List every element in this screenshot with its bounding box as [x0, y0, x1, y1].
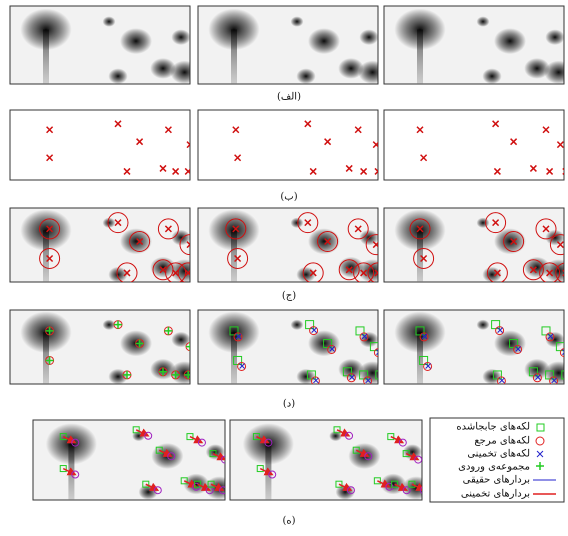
caption: (د) [283, 399, 295, 410]
spot [477, 320, 490, 330]
panel [384, 6, 568, 107]
spot [477, 218, 490, 228]
panel [10, 110, 193, 180]
panel [10, 6, 199, 107]
legend-label: لکه‌های مرجع [474, 436, 530, 447]
spot [208, 311, 259, 353]
panel-bg [384, 110, 564, 180]
spot [358, 61, 387, 84]
spot [296, 68, 315, 84]
panel [33, 420, 234, 524]
spot [103, 16, 116, 26]
panel [10, 310, 199, 406]
caption: (الف) [277, 92, 301, 103]
spot [402, 476, 431, 499]
spot [208, 9, 259, 51]
spot [545, 29, 564, 45]
panel [10, 208, 200, 304]
spot [494, 28, 526, 54]
legend-label: بردارهای تخمینی [461, 489, 530, 500]
legend-label: مجموعه‌ی ورودی [458, 462, 530, 473]
spot [170, 61, 199, 84]
spot [243, 423, 294, 465]
panel [198, 110, 381, 180]
spot [120, 28, 152, 54]
spot [291, 218, 304, 228]
caption: (ج) [282, 291, 296, 302]
panel [384, 110, 568, 180]
spot [482, 68, 501, 84]
spot [171, 332, 190, 348]
spot [46, 423, 97, 465]
spot [358, 361, 387, 384]
spot [103, 320, 116, 330]
spot [359, 29, 378, 45]
spot [394, 9, 445, 51]
panel [384, 208, 568, 304]
spot [291, 16, 304, 26]
legend-label: لکه‌های جابجاشده [456, 422, 530, 433]
spot [20, 9, 71, 51]
spot [477, 16, 490, 26]
legend-label: لکه‌های تخمینی [467, 449, 530, 460]
spot [308, 28, 340, 54]
caption: (ب) [280, 192, 297, 203]
spot [291, 320, 304, 330]
caption: (ه) [282, 516, 295, 527]
spot [394, 311, 445, 353]
panel [198, 310, 388, 406]
spot [394, 209, 445, 251]
figure: (الف) (ب) (ج) (د) (ه) لکه‌های جابجاشده ل… [0, 0, 568, 536]
legend-label: بردارهای حقیقی [463, 475, 530, 486]
panel [230, 420, 431, 524]
spot [108, 68, 127, 84]
panel [384, 310, 568, 406]
spot [171, 29, 190, 45]
spot [20, 209, 71, 251]
